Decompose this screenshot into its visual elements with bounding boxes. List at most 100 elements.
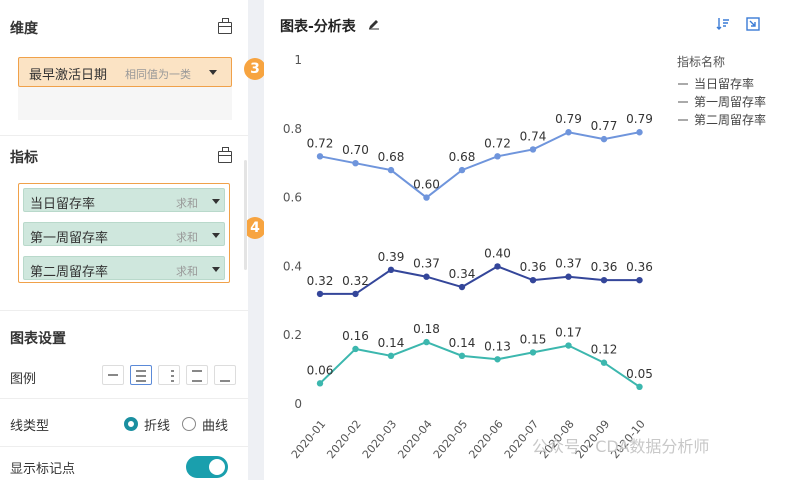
data-point: [565, 129, 572, 136]
legend-right-button[interactable]: [158, 365, 180, 385]
chart-panel: 图表-分析表 0 0.2 0.4 0.6 0.8 1 2020-01 2020-02 2020…: [264, 0, 806, 480]
dimension-title: 维度: [10, 21, 38, 37]
legend-entry: 当日留存率: [694, 76, 754, 91]
dimension-field-label: 最早激活日期: [29, 68, 108, 83]
show-markers-toggle[interactable]: [186, 456, 228, 478]
metric-item-week1-retention[interactable]: 第一周留存率 求和: [23, 222, 225, 246]
metric-agg: 求和: [176, 265, 198, 278]
data-label: 0.72: [307, 136, 334, 150]
legend-none-button[interactable]: [102, 365, 124, 385]
legend-entry: 第一周留存率: [694, 94, 766, 109]
sort-icon[interactable]: [716, 17, 730, 31]
data-label: 0.34: [449, 267, 476, 281]
chart-title: 图表-分析表: [280, 19, 356, 35]
y-tick-label: 0: [294, 397, 302, 411]
series-line: [320, 265, 640, 295]
metrics-dropzone[interactable]: 当日留存率 求和 第一周留存率 求和 第二周留存率 求和: [18, 183, 230, 283]
data-point: [423, 338, 430, 346]
step-badge-3: 3: [244, 58, 266, 80]
metrics-config-icon[interactable]: [218, 147, 232, 163]
data-label: 0.68: [378, 150, 405, 164]
metric-label: 第一周留存率: [30, 231, 109, 246]
dimension-config-icon[interactable]: [218, 18, 232, 34]
data-label: 0.18: [413, 322, 440, 336]
data-point: [636, 383, 643, 390]
line-type-curve-radio[interactable]: [182, 417, 196, 431]
data-point: [565, 273, 572, 280]
chevron-down-icon[interactable]: [212, 199, 220, 204]
data-point: [387, 352, 395, 360]
line-type-polyline-radio[interactable]: [124, 417, 138, 431]
data-label: 0.70: [342, 143, 369, 157]
line-type-polyline-label[interactable]: 折线: [144, 419, 171, 434]
legend-left-button[interactable]: [214, 365, 236, 385]
data-point: [529, 146, 537, 153]
dimension-field-sub: 相同值为一类: [125, 68, 191, 81]
data-point: [600, 276, 608, 284]
data-point: [387, 266, 395, 274]
data-label: 0.32: [342, 274, 369, 288]
data-label: 0.05: [626, 367, 653, 381]
legend-bottom-button[interactable]: [186, 365, 208, 385]
divider: [0, 135, 248, 136]
settings-panel: 维度 最早激活日期 相同值为一类 3 指标 当日留存率 求和 第一周留存率 求和…: [0, 0, 266, 480]
metric-agg: 求和: [176, 231, 198, 244]
x-tick-label: 2020-04: [395, 418, 435, 462]
y-tick-label: 1: [294, 53, 302, 67]
data-label: 0.72: [484, 136, 511, 150]
data-label: 0.40: [484, 246, 511, 260]
y-tick-label: 0.8: [283, 122, 302, 136]
data-label: 0.60: [413, 178, 440, 192]
data-label: 0.06: [307, 363, 334, 377]
data-point: [352, 345, 359, 353]
data-point: [494, 356, 501, 363]
chevron-down-icon[interactable]: [212, 233, 220, 238]
line-type-curve-label[interactable]: 曲线: [202, 419, 229, 434]
data-point: [316, 290, 324, 298]
data-point: [458, 166, 466, 174]
x-tick-label: 2020-02: [324, 418, 364, 462]
data-label: 0.37: [555, 257, 582, 271]
data-label: 0.74: [520, 129, 547, 143]
metric-label: 第二周留存率: [30, 265, 109, 280]
legend-top-button[interactable]: [130, 365, 152, 385]
step-badge-4: 4: [244, 217, 266, 239]
pencil-icon[interactable]: [368, 18, 380, 30]
data-label: 0.68: [449, 150, 476, 164]
legend-entry: 第二周留存率: [694, 112, 766, 127]
series-line: [319, 341, 641, 388]
data-label: 0.36: [626, 260, 653, 274]
chevron-down-icon[interactable]: [209, 70, 217, 75]
metric-item-day-retention[interactable]: 当日留存率 求和: [23, 188, 225, 212]
data-point: [494, 153, 501, 160]
data-point: [423, 273, 430, 280]
metrics-title: 指标: [10, 150, 38, 166]
data-label: 0.32: [307, 274, 334, 288]
line-chart: 00.20.40.60.81 2020-012020-022020-032020…: [283, 53, 766, 462]
y-tick-label: 0.2: [283, 328, 302, 342]
data-label: 0.79: [555, 112, 582, 126]
metric-item-week2-retention[interactable]: 第二周留存率 求和: [23, 256, 225, 280]
dimension-dropzone[interactable]: [18, 86, 232, 120]
divider: [0, 398, 248, 399]
x-tick-label: 2020-05: [431, 418, 471, 462]
fullscreen-icon[interactable]: [746, 17, 760, 31]
x-tick-label: 2020-03: [360, 418, 400, 462]
data-point: [423, 194, 430, 201]
data-point: [352, 160, 359, 167]
scrollbar[interactable]: [244, 160, 247, 270]
legend-title: 指标名称: [677, 54, 725, 69]
y-tick-label: 0.4: [283, 259, 302, 273]
metric-label: 当日留存率: [30, 197, 96, 212]
dimension-field[interactable]: 最早激活日期 相同值为一类: [18, 57, 232, 87]
data-point: [529, 276, 537, 284]
data-point: [600, 359, 608, 366]
data-point: [387, 166, 395, 174]
data-label: 0.39: [378, 250, 405, 264]
data-label: 0.15: [520, 332, 547, 346]
data-point: [458, 352, 466, 360]
divider: [0, 446, 248, 447]
data-point: [600, 135, 608, 143]
chevron-down-icon[interactable]: [212, 267, 220, 272]
legend-label: 图例: [10, 372, 37, 387]
